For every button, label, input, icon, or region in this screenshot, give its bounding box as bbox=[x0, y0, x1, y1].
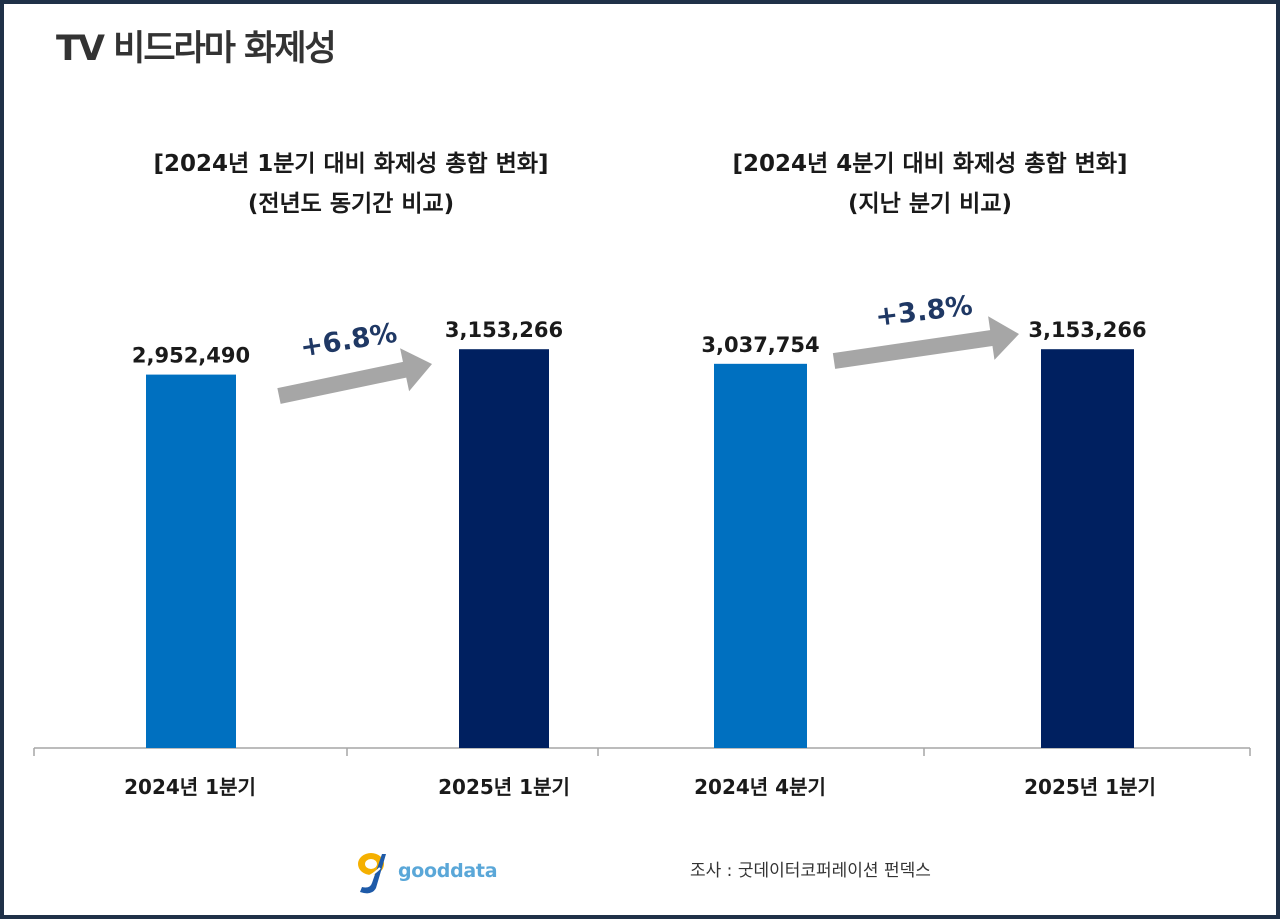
chart-2-change-label: +3.8% bbox=[874, 290, 975, 333]
gooddata-logo-text: gooddata bbox=[398, 860, 498, 882]
chart-1-bar-2 bbox=[459, 349, 549, 748]
chart-1-value-label-2: 3,153,266 bbox=[445, 318, 563, 342]
panel-1-heading-line1: [2024년 1분기 대비 화제성 총합 변화] bbox=[153, 151, 549, 177]
chart-2-growth-arrow-icon bbox=[832, 316, 1020, 369]
chart-2-category-label-2: 2025년 1분기 bbox=[1024, 775, 1156, 799]
chart-2-value-label-1: 3,037,754 bbox=[701, 333, 819, 357]
panel-2-heading-line1: [2024년 4분기 대비 화제성 총합 변화] bbox=[732, 151, 1128, 177]
chart-2-category-label-1: 2024년 4분기 bbox=[694, 775, 826, 799]
chart-2-bar-2 bbox=[1041, 349, 1134, 748]
panel-2-heading: [2024년 4분기 대비 화제성 총합 변화] (지난 분기 비교) bbox=[620, 144, 1240, 224]
chart-1-category-label-2: 2025년 1분기 bbox=[438, 775, 570, 799]
panel-1-heading-line2: (전년도 동기간 비교) bbox=[247, 191, 455, 217]
charts-svg: 2,952,490 2024년 1분기 3,153,266 2025년 1분기 +6.8… bbox=[33, 290, 1251, 799]
chart-1-category-label-1: 2024년 1분기 bbox=[124, 775, 256, 799]
chart-1-growth-arrow-icon bbox=[277, 348, 433, 404]
panel-2-heading-line2: (지난 분기 비교) bbox=[848, 191, 1012, 217]
panel-1-heading: [2024년 1분기 대비 화제성 총합 변화] (전년도 동기간 비교) bbox=[41, 144, 661, 224]
chart-2-value-label-2: 3,153,266 bbox=[1028, 318, 1146, 342]
gooddata-logo: gooddata bbox=[352, 846, 498, 896]
chart-2-bar-1 bbox=[714, 363, 807, 748]
chart-1-value-label-1: 2,952,490 bbox=[132, 344, 250, 368]
gooddata-g-logo-icon bbox=[355, 853, 386, 894]
source-note: 조사 : 굿데이터코퍼레이션 펀덱스 bbox=[690, 861, 931, 881]
chart-1-bar-1 bbox=[146, 374, 236, 748]
page-title: TV 비드라마 화제성 bbox=[56, 29, 337, 69]
chart-1-change-label: +6.8% bbox=[298, 318, 399, 364]
